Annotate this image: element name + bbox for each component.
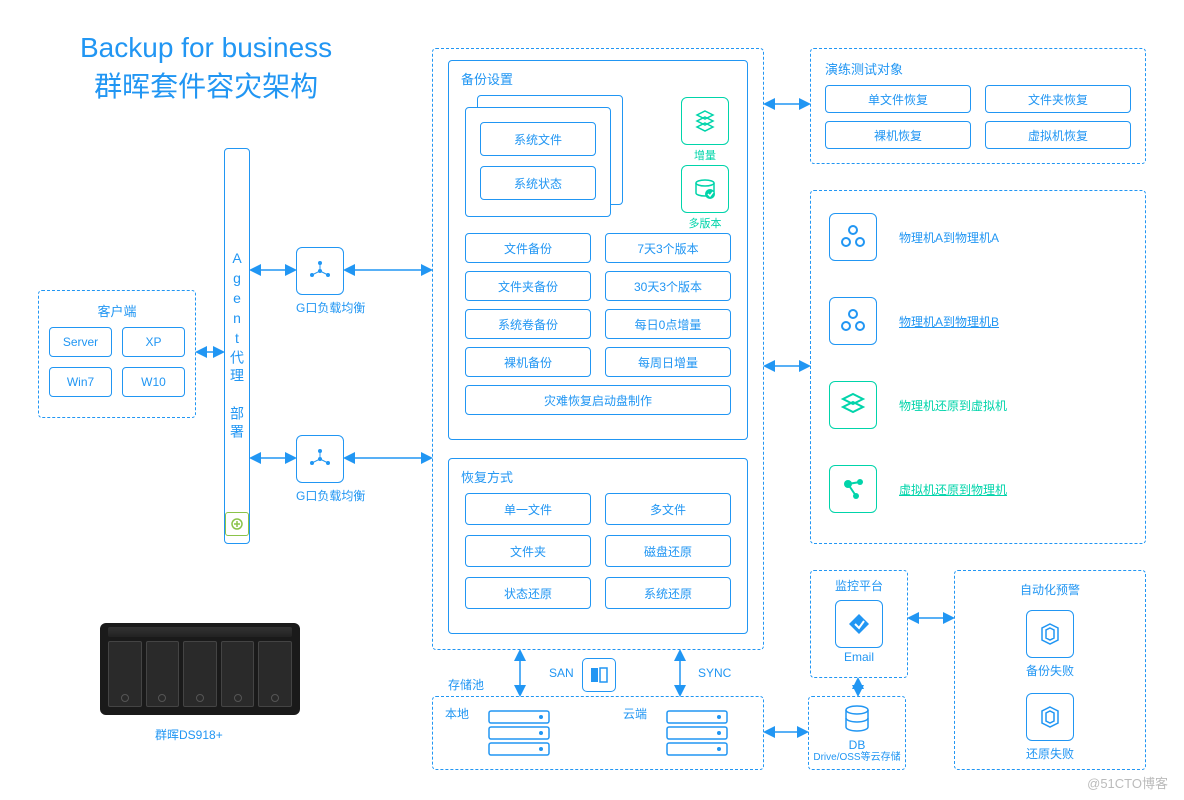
agent-icon [225,512,249,536]
clients-header: 客户端 [39,301,195,320]
monitor-title: 监控平台 [811,577,907,594]
recovery-panel: 恢复方式 单一文件 多文件 文件夹 磁盘还原 状态还原 系统还原 [448,458,748,634]
scenario-icon-2 [829,381,877,429]
pool-label: 存储池 [448,676,484,693]
incremental-icon [681,97,729,145]
local-label: 本地 [445,705,469,722]
san-label: SAN [549,666,574,680]
scenario-text-1: 物理机A到物理机B [899,313,999,330]
db-text: DB [809,738,905,752]
opt-folder-backup: 文件夹备份 [465,271,591,301]
opt-file-backup: 文件备份 [465,233,591,263]
opt-weekly: 每周日增量 [605,347,731,377]
card-sysstate: 系统状态 [480,166,596,200]
title-line1: Backup for business [80,28,332,67]
scenarios-panel: 物理机A到物理机A 物理机A到物理机B 物理机还原到虚拟机 虚拟机还原到物理机 [810,190,1146,544]
san-icon [582,658,616,692]
scenario-text-2: 物理机还原到虚拟机 [899,397,1007,414]
lb-bottom: G口负载均衡 [296,435,365,504]
alert-title: 自动化预警 [955,581,1145,598]
scenario-icon-0 [829,213,877,261]
backup-fail-label: 备份失败 [955,662,1145,679]
opt-30d3v: 30天3个版本 [605,271,731,301]
scenario-row-1: 物理机A到物理机B [829,297,999,345]
opt-bare-backup: 裸机备份 [465,347,591,377]
storage-panel: 本地 云端 [432,696,764,770]
restore-fail-label: 还原失败 [955,745,1145,762]
rec-state: 状态还原 [465,577,591,609]
client-server: Server [49,327,112,357]
backup-title: 备份设置 [461,69,513,88]
lb-bottom-label: G口负载均衡 [296,487,365,504]
recovery-title: 恢复方式 [461,467,513,486]
rec-single: 单一文件 [465,493,591,525]
client-w10: W10 [122,367,185,397]
scenario-row-2: 物理机还原到虚拟机 [829,381,1007,429]
drill-folder: 文件夹恢复 [985,85,1131,113]
email-icon [835,600,883,648]
cloud-label: 云端 [623,705,647,722]
opt-daily0: 每日0点增量 [605,309,731,339]
nas-device [100,623,300,715]
monitor-panel: 监控平台 Email [810,570,908,678]
drill-bare: 裸机恢复 [825,121,971,149]
scenario-text-3: 虚拟机还原到物理机 [899,481,1007,498]
db-panel: DB Drive/OSS等云存储 [808,696,906,770]
scenario-text-0: 物理机A到物理机A [899,229,999,246]
scenario-icon-1 [829,297,877,345]
multiversion-icon [681,165,729,213]
opt-sysvol-backup: 系统卷备份 [465,309,591,339]
lb-top-label: G口负载均衡 [296,299,365,316]
nas-label: 群晖DS918+ [155,726,223,743]
diagram-title: Backup for business 群晖套件容灾架构 [80,28,332,106]
watermark: @51CTO博客 [1087,773,1168,792]
lb-bottom-icon [296,435,344,483]
alert-panel: 自动化预警 备份失败 还原失败 [954,570,1146,770]
lb-top: G口负载均衡 [296,247,365,316]
multiversion-label: 多版本 [681,215,729,231]
client-xp: XP [122,327,185,357]
restore-fail-icon [1026,693,1074,741]
card-sysfile: 系统文件 [480,122,596,156]
email-label: Email [811,650,907,664]
agent-bar-label: Agent代理 部署 [227,250,247,442]
rec-disk: 磁盘还原 [605,535,731,567]
db-sublabel: Drive/OSS等云存储 [809,752,905,763]
rec-folder: 文件夹 [465,535,591,567]
opt-dr-disk: 灾难恢复启动盘制作 [465,385,731,415]
opt-7d3v: 7天3个版本 [605,233,731,263]
rec-system: 系统还原 [605,577,731,609]
drill-panel: 演练测试对象 单文件恢复 文件夹恢复 裸机恢复 虚拟机恢复 [810,48,1146,164]
backup-fail-icon [1026,610,1074,658]
incremental-label: 增量 [681,147,729,163]
client-win7: Win7 [49,367,112,397]
scenario-icon-3 [829,465,877,513]
scenario-row-0: 物理机A到物理机A [829,213,999,261]
scenario-row-3: 虚拟机还原到物理机 [829,465,1007,513]
drill-single: 单文件恢复 [825,85,971,113]
drill-vm: 虚拟机恢复 [985,121,1131,149]
agent-bar: Agent代理 部署 [224,148,250,544]
lb-top-icon [296,247,344,295]
title-line2: 群晖套件容灾架构 [80,67,332,106]
clients-panel: 客户端 Server XP Win7 W10 [38,290,196,418]
backup-settings: 备份设置 系统文件 系统状态 增量 多版本 文件备份 7天3个版本 文件夹备份 … [448,60,748,440]
drill-title: 演练测试对象 [825,59,903,78]
sync-label: SYNC [698,666,731,680]
rec-multi: 多文件 [605,493,731,525]
